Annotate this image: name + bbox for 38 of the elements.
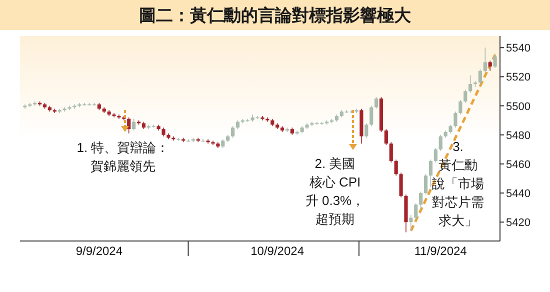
candlestick: [454, 111, 458, 128]
x-tick-label: 9/9/2024: [76, 244, 123, 258]
candlestick: [478, 69, 482, 84]
candlestick: [399, 172, 403, 198]
x-tick-label: 11/9/2024: [414, 244, 468, 258]
candlestick: [364, 122, 368, 138]
candlestick: [414, 202, 418, 220]
candlestick: [230, 126, 235, 138]
y-tick-label: 5520: [506, 72, 530, 84]
candlestick: [132, 118, 136, 131]
candlestick: [394, 159, 398, 176]
candlestick: [389, 142, 393, 163]
y-tick-label: 5540: [506, 42, 530, 55]
annotation: 1. 特、賀辯論：賀錦麗領先: [76, 140, 170, 174]
x-tick-label: 10/9/2024: [250, 244, 304, 258]
candlestick: [488, 60, 492, 72]
candlestick: [464, 89, 468, 104]
candlestick: [434, 148, 438, 163]
annotation: 2. 美國核心 CPI升 0.3%，超預期: [305, 156, 365, 226]
y-tick-label: 5440: [506, 188, 530, 200]
candlestick: [438, 134, 442, 152]
annotation: 3.黃仁勳說「市場對芯片需求大」: [432, 139, 484, 228]
candlestick: [374, 96, 378, 110]
candlestick: [419, 191, 423, 210]
candlestick: [409, 214, 413, 232]
candlestick: [458, 100, 462, 115]
candlestick: [428, 159, 433, 188]
candlestick: [384, 128, 388, 146]
candlestick: [370, 105, 374, 127]
y-tick-label: 5420: [506, 217, 530, 230]
candlestick: [424, 174, 428, 195]
candlestick: [468, 74, 472, 94]
candlestick: [483, 47, 487, 73]
candlestick: [493, 53, 497, 68]
y-tick-label: 5500: [506, 100, 530, 113]
y-tick-label: 5460: [506, 158, 530, 171]
y-tick-label: 5480: [506, 130, 530, 142]
chart-title: 圖二：黃仁勳的言論對標指影響極大: [139, 6, 412, 25]
